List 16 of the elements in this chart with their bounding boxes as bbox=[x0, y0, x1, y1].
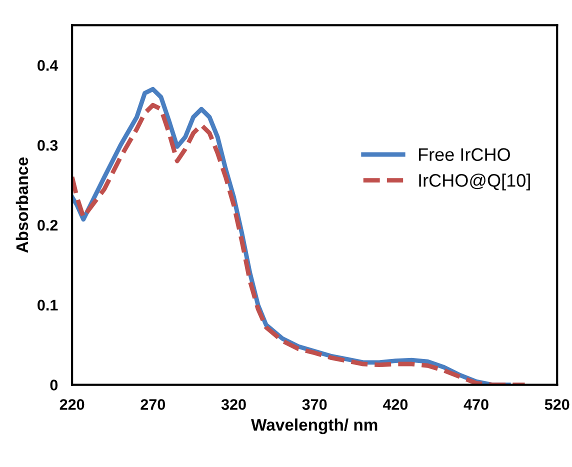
x-tick-label: 320 bbox=[221, 399, 246, 410]
y-tick-label: 0.2 bbox=[38, 220, 58, 231]
x-tick-label: 370 bbox=[302, 399, 327, 410]
legend-label: IrCHO@Q[10] bbox=[419, 174, 530, 190]
y-tick-label: 0.3 bbox=[38, 140, 58, 151]
y-tick-label: 0.4 bbox=[38, 60, 58, 71]
x-tick-label: 270 bbox=[140, 399, 166, 410]
y-axis-title: Absorbance bbox=[16, 157, 28, 253]
x-axis-title: Wavelength/ nm bbox=[251, 418, 378, 434]
y-tick-label: 0 bbox=[50, 380, 58, 390]
legend-label: Free IrCHO bbox=[419, 148, 510, 161]
x-tick-label: 220 bbox=[60, 399, 84, 410]
x-tick-label: 470 bbox=[464, 399, 488, 410]
y-tick-label: 0.1 bbox=[38, 300, 58, 311]
x-tick-label: 420 bbox=[382, 399, 408, 410]
x-tick-label: 520 bbox=[544, 399, 570, 410]
